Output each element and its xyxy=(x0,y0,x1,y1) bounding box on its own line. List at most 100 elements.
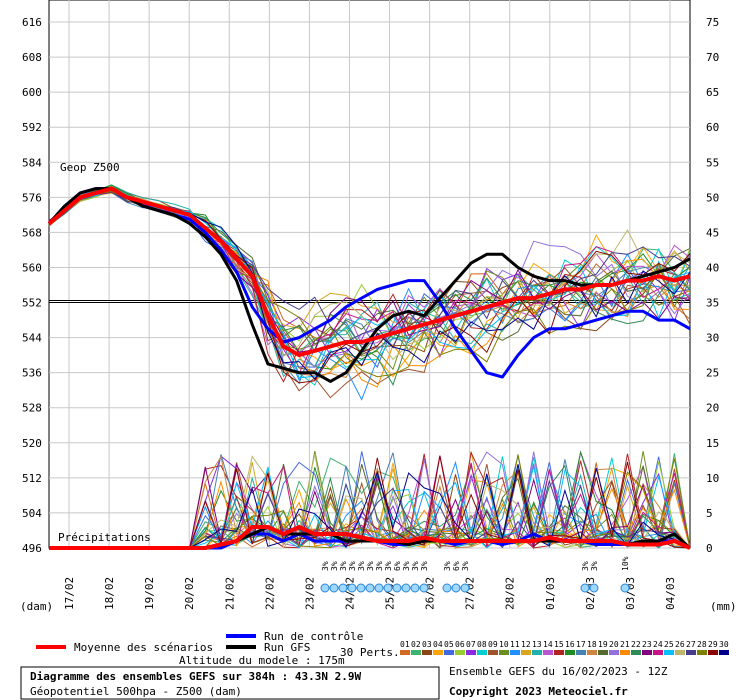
pert-number-label: 21 xyxy=(620,640,630,649)
x-tick-label: 26/02 xyxy=(424,577,437,610)
y-right-tick-label: 20 xyxy=(706,402,719,415)
x-tick-label: 24/02 xyxy=(343,577,356,610)
run-info: Ensemble GEFS du 16/02/2023 - 12Z xyxy=(449,665,668,678)
right-unit-label: (mm) xyxy=(710,600,737,613)
pert-swatch-22 xyxy=(631,650,641,655)
snow-percent-label: 3% xyxy=(443,561,452,571)
y-left-tick-label: 600 xyxy=(22,86,42,99)
pert-number-label: 20 xyxy=(609,640,619,649)
y-right-tick-label: 60 xyxy=(706,121,719,134)
pert-swatch-09 xyxy=(488,650,498,655)
snowflake-icon xyxy=(392,583,402,593)
pert-swatch-02 xyxy=(411,650,421,655)
pert-number-label: 02 xyxy=(411,640,421,649)
pert-swatch-27 xyxy=(686,650,696,655)
copyright: Copyright 2023 Meteociel.fr xyxy=(449,685,628,698)
pert-number-label: 25 xyxy=(664,640,674,649)
y-right-tick-label: 70 xyxy=(706,51,719,64)
y-right-tick-label: 50 xyxy=(706,191,719,204)
y-left-tick-label: 560 xyxy=(22,261,42,274)
x-tick-label: 17/02 xyxy=(63,577,76,610)
pert-number-label: 16 xyxy=(565,640,575,649)
x-tick-label: 21/02 xyxy=(223,577,236,610)
pert-number-label: 03 xyxy=(422,640,432,649)
snow-indicators: 3% 3% 3% 3% 3% 3% 3% 3% 6% 3% 3% 3% 3% 6% 3% 3% 3% 10% xyxy=(320,556,630,593)
pert-swatch-14 xyxy=(543,650,553,655)
pert-number-label: 18 xyxy=(587,640,597,649)
y-right-tick-label: 45 xyxy=(706,226,719,239)
snow-percent-label: 3% xyxy=(321,561,330,571)
snowflake-icon xyxy=(410,583,420,593)
snowflake-icon xyxy=(460,583,470,593)
snow-percent-label: 6% xyxy=(393,561,402,571)
y-right-tick-label: 55 xyxy=(706,156,719,169)
pert-swatch-26 xyxy=(675,650,685,655)
y-left-tick-label: 584 xyxy=(22,156,42,169)
snowflake-icon xyxy=(365,583,375,593)
series-line-0 xyxy=(47,186,691,358)
pert-number-label: 29 xyxy=(708,640,718,649)
legend-perts-label: 30 Perts. xyxy=(340,646,400,659)
pert-swatch-28 xyxy=(697,650,707,655)
altitude-label: Altitude du modele : 175m xyxy=(179,654,345,667)
y-right-tick-label: 30 xyxy=(706,332,719,345)
x-tick-label: 19/02 xyxy=(143,577,156,610)
snow-percent-label: 3% xyxy=(581,561,590,571)
pert-number-label: 22 xyxy=(631,640,641,649)
pert-swatch-12 xyxy=(521,650,531,655)
snow-percent-label: 3% xyxy=(420,561,429,571)
snowflake-icon xyxy=(347,583,357,593)
y-left-tick-label: 512 xyxy=(22,472,42,485)
snow-percent-label: 3% xyxy=(339,561,348,571)
y-right-tick-label: 15 xyxy=(706,437,719,450)
pert-number-label: 26 xyxy=(675,640,685,649)
chart-subtitle: Géopotentiel 500hpa - Z500 (dam) xyxy=(30,685,242,698)
pert-number-label: 01 xyxy=(400,640,410,649)
pert-swatch-04 xyxy=(433,650,443,655)
pert-swatch-06 xyxy=(455,650,465,655)
pert-swatch-13 xyxy=(532,650,542,655)
pert-number-label: 17 xyxy=(576,640,586,649)
y-left-tick-label: 544 xyxy=(22,332,42,345)
pert-swatch-07 xyxy=(466,650,476,655)
snowflake-icon xyxy=(620,583,630,593)
pert-swatch-16 xyxy=(565,650,575,655)
y-right-tick-label: 5 xyxy=(706,507,713,520)
snowflake-icon xyxy=(383,583,393,593)
snow-percent-label: 3% xyxy=(366,561,375,571)
x-tick-label: 02/03 xyxy=(584,577,597,610)
snowflake-icon xyxy=(374,583,384,593)
pert-number-label: 04 xyxy=(433,640,443,649)
y-left-tick-label: 536 xyxy=(22,367,42,380)
snowflake-icon xyxy=(356,583,366,593)
snow-percent-label: 3% xyxy=(402,561,411,571)
pert-number-label: 30 xyxy=(719,640,729,649)
snow-percent-label: 3% xyxy=(590,561,599,571)
member-line-13 xyxy=(48,184,691,378)
info-box xyxy=(20,666,440,700)
pert-number-label: 05 xyxy=(444,640,454,649)
pert-number-label: 12 xyxy=(521,640,531,649)
pert-number-label: 13 xyxy=(532,640,542,649)
y-right-tick-label: 35 xyxy=(706,297,719,310)
snowflake-icon xyxy=(442,583,452,593)
y-left-tick-label: 528 xyxy=(22,402,42,415)
pert-number-label: 09 xyxy=(488,640,498,649)
precip-label: Précipitations xyxy=(58,531,151,544)
pert-swatch-10 xyxy=(499,650,509,655)
x-tick-label: 04/03 xyxy=(664,577,677,610)
snow-percent-label: 10% xyxy=(621,556,630,571)
geop-label: Geop Z500 xyxy=(60,161,120,174)
pert-swatch-08 xyxy=(477,650,487,655)
x-tick-label: 20/02 xyxy=(183,577,196,610)
pert-swatch-18 xyxy=(587,650,597,655)
pert-swatch-05 xyxy=(444,650,454,655)
snowflake-icon xyxy=(401,583,411,593)
pert-swatch-25 xyxy=(664,650,674,655)
snow-percent-label: 6% xyxy=(452,561,461,571)
pert-number-label: 06 xyxy=(455,640,465,649)
y-right-tick-label: 0 xyxy=(706,542,713,555)
pert-swatch-01 xyxy=(400,650,410,655)
